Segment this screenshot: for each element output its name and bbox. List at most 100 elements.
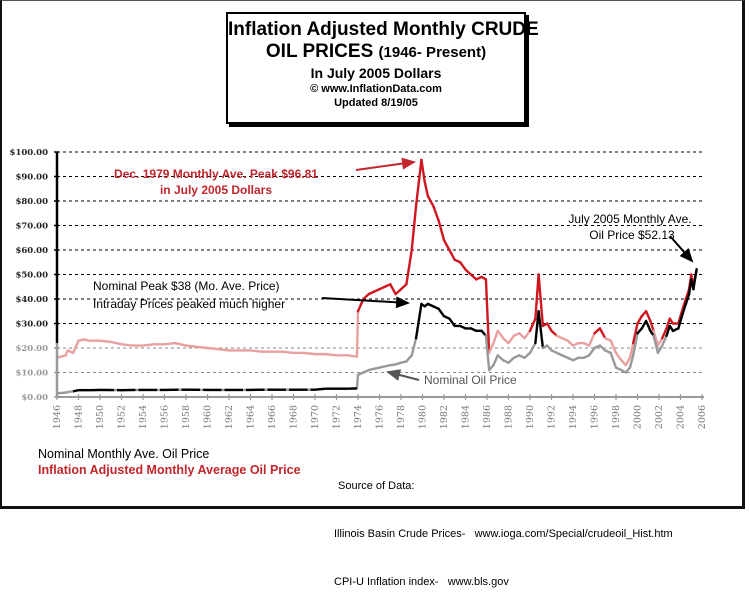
annotation-nominal-price-arrow bbox=[388, 372, 419, 380]
series-nominal-segment bbox=[357, 375, 358, 388]
series-adjusted-segment bbox=[208, 348, 219, 349]
series-nominal-early-segment bbox=[315, 389, 326, 390]
series-adjusted-segment bbox=[425, 181, 428, 196]
series-adjusted-segment bbox=[449, 250, 454, 260]
series-adjusted bbox=[57, 160, 697, 365]
series-adjusted-segment bbox=[347, 355, 357, 356]
series-adjusted-segment bbox=[530, 319, 535, 331]
series-nominal-segment bbox=[658, 346, 662, 353]
series-adjusted-segment bbox=[416, 160, 421, 206]
series-adjusted-segment bbox=[73, 341, 78, 353]
chart-title-line2-main: OIL PRICES bbox=[266, 41, 379, 62]
x-tick-label: 1948 bbox=[74, 405, 85, 429]
y-tick-label: $50.00 bbox=[15, 271, 48, 281]
annotation-nominal-peak-line1: Nominal Peak $38 (Mo. Ave. Price) bbox=[93, 279, 280, 293]
series-adjusted-segment bbox=[600, 328, 605, 338]
series-adjusted-segment bbox=[218, 349, 229, 350]
chart-title-line2-sub: (1946- Present) bbox=[379, 44, 487, 61]
source-line-ioga: Illinois Basin Crude Prices- www.ioga.co… bbox=[334, 526, 673, 542]
series-adjusted-segment bbox=[493, 331, 497, 343]
series-adjusted-segment bbox=[197, 347, 208, 348]
series-nominal-segment bbox=[412, 338, 416, 355]
series-adjusted-segment bbox=[304, 353, 315, 354]
chart-title-line2: OIL PRICES (1946- Present) bbox=[228, 41, 524, 64]
x-tick-label: 1970 bbox=[310, 405, 321, 429]
series-adjusted-segment bbox=[525, 331, 530, 338]
y-tick-label: $30.00 bbox=[15, 320, 48, 330]
series-nominal-early-segment bbox=[73, 390, 78, 391]
x-tick-label: 1966 bbox=[267, 405, 278, 429]
series-nominal-segment bbox=[406, 355, 411, 361]
series-adjusted-segment bbox=[509, 336, 514, 343]
series-layer bbox=[57, 160, 697, 394]
series-adjusted-segment bbox=[646, 311, 650, 321]
chart-title-line1: Inflation Adjusted Monthly CRUDE bbox=[228, 19, 524, 41]
x-tick-label: 1992 bbox=[547, 405, 558, 429]
x-tick-label: 1952 bbox=[117, 405, 128, 429]
y-tick-label: $100.00 bbox=[10, 148, 49, 158]
x-tick-label: 1960 bbox=[203, 405, 214, 429]
series-adjusted-segment bbox=[498, 331, 503, 338]
series-adjusted-segment bbox=[100, 341, 111, 342]
series-adjusted-segment bbox=[460, 262, 465, 269]
annotation-nominal-price: Nominal Oil Price bbox=[424, 373, 517, 387]
series-adjusted-segment bbox=[57, 355, 66, 357]
x-tick-label: 1996 bbox=[590, 405, 601, 429]
series-adjusted-segment bbox=[611, 341, 616, 353]
y-tick-label: $90.00 bbox=[15, 173, 48, 183]
x-tick-label: 2002 bbox=[654, 405, 665, 429]
series-adjusted-segment bbox=[143, 344, 154, 345]
axes bbox=[54, 152, 704, 400]
series-adjusted-segment bbox=[165, 343, 176, 344]
x-tick-label: 1946 bbox=[52, 405, 63, 429]
series-adjusted-segment bbox=[616, 353, 621, 360]
x-tick-label: 1998 bbox=[611, 405, 622, 429]
updated-date: Updated 8/19/05 bbox=[228, 96, 524, 110]
data-source: Source of Data: Illinois Basin Crude Pri… bbox=[334, 446, 673, 606]
x-tick-label: 1962 bbox=[224, 405, 235, 429]
series-nominal-segment bbox=[611, 353, 616, 368]
x-tick-label: 1964 bbox=[246, 405, 257, 429]
series-nominal-segment bbox=[57, 393, 66, 394]
series-nominal-segment bbox=[449, 319, 454, 326]
series-adjusted-segment bbox=[444, 240, 449, 250]
source-line-bls: CPI-U Inflation index- www.bls.gov bbox=[334, 574, 673, 590]
annotation-peak-arrow bbox=[356, 162, 414, 170]
x-tick-label: 1974 bbox=[353, 405, 364, 429]
y-tick-label: $0.00 bbox=[21, 393, 48, 403]
x-tick-label: 1988 bbox=[504, 405, 515, 429]
y-tick-label: $10.00 bbox=[15, 369, 48, 379]
series-adjusted-segment bbox=[547, 324, 551, 331]
x-tick-label: 1986 bbox=[482, 405, 493, 429]
series-adjusted-segment bbox=[439, 221, 444, 241]
x-tick-label: 2000 bbox=[633, 405, 644, 429]
annotation-nominal-peak-line2: Intraday Prices peaked much higher bbox=[93, 297, 285, 311]
series-adjusted-segment bbox=[421, 160, 424, 182]
x-tick-label: 1968 bbox=[289, 405, 300, 429]
y-tick-label: $60.00 bbox=[15, 246, 48, 256]
y-tick-label: $40.00 bbox=[15, 295, 48, 305]
x-tick-label: 1976 bbox=[375, 405, 386, 429]
y-tick-label: $80.00 bbox=[15, 197, 48, 207]
x-tick-label: 1950 bbox=[95, 405, 106, 429]
series-adjusted-segment bbox=[412, 206, 416, 250]
y-tick-label: $70.00 bbox=[15, 222, 48, 232]
series-nominal-segment bbox=[493, 355, 497, 365]
series-nominal-segment bbox=[589, 348, 594, 355]
x-tick-label: 1956 bbox=[160, 405, 171, 429]
series-adjusted-segment bbox=[390, 284, 395, 294]
series-adjusted-segment bbox=[428, 196, 433, 206]
series-nominal-segment bbox=[530, 343, 535, 353]
x-tick-label: 1990 bbox=[525, 405, 536, 429]
annotation-peak-line2: in July 2005 Dollars bbox=[160, 183, 272, 197]
annotations: Dec. 1979 Monthly Ave. Peak $96.81 in Ju… bbox=[93, 162, 692, 387]
x-tick-label: 1958 bbox=[181, 405, 192, 429]
x-tick-label: 1994 bbox=[568, 405, 579, 429]
series-adjusted-segment bbox=[122, 344, 133, 345]
annotation-july2005-line1: July 2005 Monthly Ave. bbox=[568, 212, 691, 226]
y-tick-labels: $0.00$10.00$20.00$30.00$40.00$50.00$60.0… bbox=[10, 148, 49, 403]
x-tick-label: 1984 bbox=[461, 405, 472, 429]
series-adjusted-segment bbox=[186, 346, 197, 347]
legend-nominal: Nominal Monthly Ave. Oil Price bbox=[38, 446, 301, 462]
